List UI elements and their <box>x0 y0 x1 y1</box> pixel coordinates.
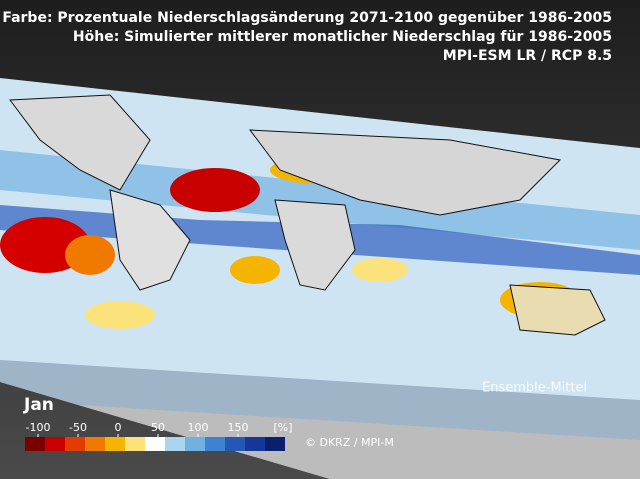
legend-swatch <box>165 437 185 451</box>
legend-swatch <box>85 437 105 451</box>
legend-tick-label: -50 <box>69 421 87 434</box>
legend-swatch <box>65 437 85 451</box>
credit: © DKRZ / MPI-M <box>305 436 394 449</box>
legend-swatch <box>25 437 45 451</box>
legend-swatch <box>105 437 125 451</box>
legend-unit: [%] <box>273 421 292 434</box>
legend-swatch <box>185 437 205 451</box>
legend-swatch <box>245 437 265 451</box>
title-line: MPI-ESM LR / RCP 8.5 <box>443 48 612 64</box>
legend-swatch <box>145 437 165 451</box>
legend: -100 -50 0 50 100 150 [%] <box>25 421 293 451</box>
month-label: Jan <box>23 395 54 415</box>
legend-swatch <box>265 437 285 451</box>
legend-tick-label: 0 <box>115 421 122 434</box>
legend-tick-label: 150 <box>228 421 249 434</box>
legend-swatch <box>125 437 145 451</box>
legend-swatch <box>45 437 65 451</box>
map <box>0 78 640 479</box>
legend-tick-label: 50 <box>151 421 165 434</box>
title-line: Höhe: Simulierter mittlerer monatlicher … <box>73 29 612 45</box>
legend-tick-label: -100 <box>26 421 51 434</box>
legend-tick-label: 100 <box>188 421 209 434</box>
legend-swatch <box>205 437 225 451</box>
legend-swatch <box>225 437 245 451</box>
annotation: Ensemble-Mittel <box>482 381 587 396</box>
title-line: Farbe: Prozentuale Niederschlagsänderung… <box>2 10 612 26</box>
